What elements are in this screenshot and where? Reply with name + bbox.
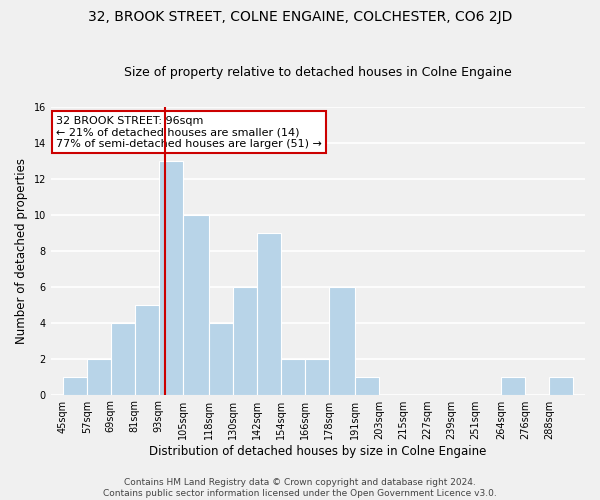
Bar [329, 287, 355, 395]
Text: Contains HM Land Registry data © Crown copyright and database right 2024.
Contai: Contains HM Land Registry data © Crown c… [103, 478, 497, 498]
Bar [501, 376, 525, 394]
Bar [87, 358, 111, 394]
Bar [281, 358, 305, 394]
X-axis label: Distribution of detached houses by size in Colne Engaine: Distribution of detached houses by size … [149, 444, 487, 458]
Bar [135, 304, 159, 394]
Bar [111, 322, 135, 394]
Text: 32 BROOK STREET: 96sqm
← 21% of detached houses are smaller (14)
77% of semi-det: 32 BROOK STREET: 96sqm ← 21% of detached… [56, 116, 322, 149]
Bar [209, 322, 233, 394]
Title: Size of property relative to detached houses in Colne Engaine: Size of property relative to detached ho… [124, 66, 512, 80]
Bar [257, 233, 281, 394]
Bar [355, 376, 379, 394]
Bar [305, 358, 329, 394]
Bar [183, 215, 209, 394]
Bar [549, 376, 573, 394]
Bar [159, 161, 183, 394]
Y-axis label: Number of detached properties: Number of detached properties [15, 158, 28, 344]
Bar [233, 287, 257, 395]
Bar [63, 376, 87, 394]
Text: 32, BROOK STREET, COLNE ENGAINE, COLCHESTER, CO6 2JD: 32, BROOK STREET, COLNE ENGAINE, COLCHES… [88, 10, 512, 24]
